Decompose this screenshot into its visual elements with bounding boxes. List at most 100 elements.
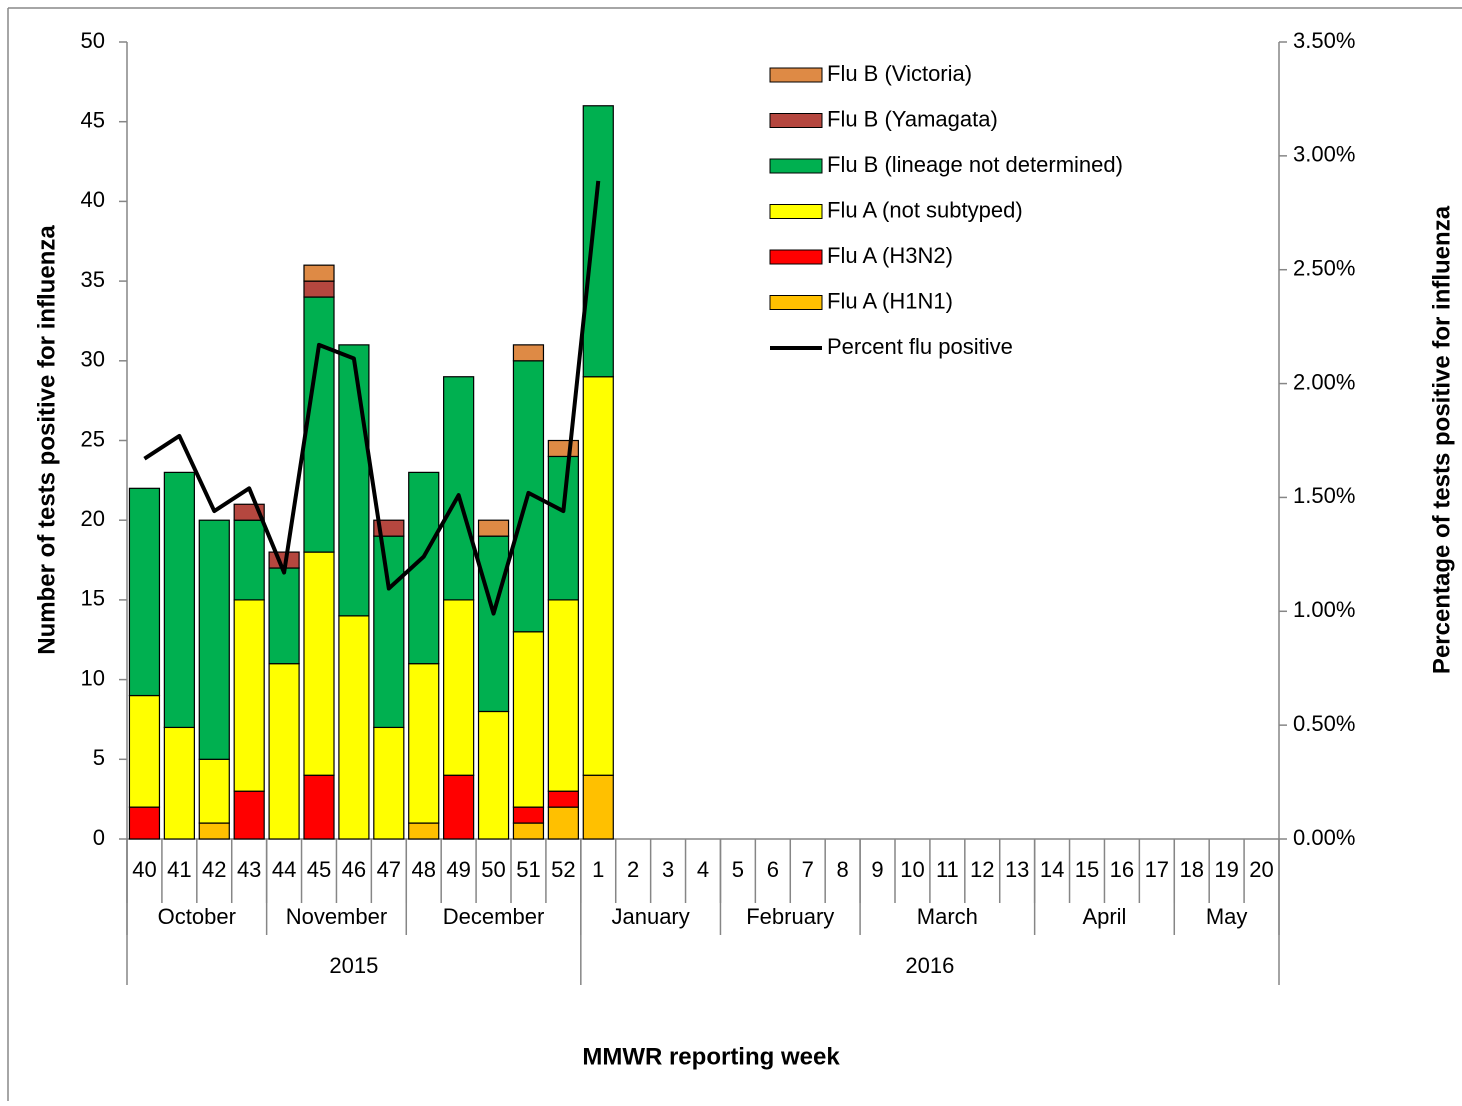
bar-segment — [373, 726, 405, 840]
x-tick-label: 2 — [627, 857, 639, 882]
month-label: January — [611, 904, 689, 929]
y-tick-label: 40 — [81, 187, 105, 212]
x-tick-label: 14 — [1040, 857, 1064, 882]
y2-axis-title: Percentage of tests positive for influen… — [1428, 205, 1455, 674]
bar-segment — [582, 105, 614, 378]
legend-swatch — [769, 158, 823, 174]
bar-segment — [512, 344, 545, 362]
bar-segment — [268, 663, 300, 840]
y2-tick-label: 2.00% — [1293, 369, 1355, 394]
bar-segment — [477, 710, 510, 840]
x-tick-label: 18 — [1179, 857, 1203, 882]
legend-label: Flu A (not subtyped) — [827, 197, 1023, 222]
bar-segment — [198, 822, 230, 840]
y-tick-label: 5 — [93, 745, 105, 770]
bar-segment — [198, 519, 230, 760]
x-tick-label: 4 — [697, 857, 709, 882]
bar-segment — [547, 806, 579, 840]
x-tick-label: 41 — [167, 857, 191, 882]
x-tick-label: 47 — [377, 857, 401, 882]
legend-label: Flu A (H1N1) — [827, 288, 953, 313]
bar-segment — [198, 758, 230, 824]
legend-label: Flu B (Yamagata) — [827, 106, 998, 131]
x-tick-label: 15 — [1075, 857, 1099, 882]
line-series — [143, 180, 601, 616]
legend-swatch — [769, 67, 823, 83]
x-tick-label: 46 — [342, 857, 366, 882]
x-tick-label: 20 — [1249, 857, 1273, 882]
y-tick-label: 45 — [81, 108, 105, 133]
x-tick-label: 7 — [802, 857, 814, 882]
x-tick-label: 17 — [1145, 857, 1169, 882]
y2-tick-label: 3.50% — [1293, 28, 1355, 53]
y-tick-label: 15 — [81, 586, 105, 611]
y-tick-label: 30 — [81, 347, 105, 372]
bar-segment — [268, 567, 300, 665]
x-tick-label: 5 — [732, 857, 744, 882]
legend-swatch — [769, 113, 823, 128]
bar-segment — [512, 806, 545, 824]
bar-segment — [582, 376, 614, 776]
x-tick-label: 3 — [662, 857, 674, 882]
bar-segment — [163, 726, 195, 840]
y-tick-label: 25 — [81, 426, 105, 451]
bar-segment — [303, 280, 335, 298]
x-tick-label: 9 — [871, 857, 883, 882]
bar-segment — [547, 455, 579, 601]
legend-label: Flu B (Victoria) — [827, 61, 972, 86]
month-label: April — [1082, 904, 1126, 929]
year-label: 2016 — [905, 953, 954, 978]
x-tick-label: 11 — [936, 857, 959, 882]
x-tick-label: 44 — [272, 857, 296, 882]
legend-label: Flu A (H3N2) — [827, 243, 953, 268]
x-tick-label: 19 — [1214, 857, 1238, 882]
bar-segment — [373, 535, 405, 729]
year-label: 2015 — [329, 953, 378, 978]
bar-segment — [338, 344, 370, 617]
y-tick-label: 20 — [81, 506, 105, 531]
bar-segment — [303, 551, 335, 776]
bar-segment — [512, 631, 545, 808]
x-axis-title: MMWR reporting week — [582, 1043, 840, 1070]
bar-segment — [443, 376, 475, 601]
bar-segment — [233, 790, 265, 840]
bar-segment — [477, 535, 510, 713]
y2-tick-label: 3.00% — [1293, 142, 1355, 167]
x-tick-label: 49 — [446, 857, 470, 882]
bar-segment — [443, 599, 475, 776]
y-tick-label: 10 — [81, 665, 105, 690]
y2-tick-label: 1.00% — [1293, 597, 1355, 622]
x-tick-label: 40 — [132, 857, 156, 882]
bar-segment — [233, 519, 265, 601]
x-tick-label: 10 — [900, 857, 924, 882]
legend-swatch — [769, 295, 823, 310]
bar-segment — [547, 599, 579, 792]
month-label: December — [443, 904, 544, 929]
legend-label: Flu B (lineage not determined) — [827, 152, 1123, 177]
x-tick-label: 51 — [516, 857, 540, 882]
bar-segment — [547, 439, 579, 458]
bar-segment — [303, 264, 335, 282]
x-tick-label: 50 — [481, 857, 505, 882]
bar-segment — [233, 599, 265, 792]
bar-segment — [547, 790, 579, 808]
x-tick-label: 8 — [837, 857, 849, 882]
bar-segment — [303, 296, 335, 553]
x-tick-label: 6 — [767, 857, 779, 882]
bar-segment — [512, 822, 545, 840]
y2-tick-label: 1.50% — [1293, 483, 1355, 508]
x-tick-label: 16 — [1110, 857, 1134, 882]
y-tick-label: 50 — [81, 28, 105, 53]
bar-segment — [408, 663, 440, 824]
bar-segment — [163, 471, 195, 729]
bar-segment — [443, 774, 475, 840]
x-tick-label: 45 — [307, 857, 331, 882]
bar-segment — [408, 822, 440, 840]
y-axis-title: Number of tests positive for influenza — [33, 225, 60, 655]
month-label: October — [158, 904, 236, 929]
legend-label: Percent flu positive — [827, 334, 1013, 359]
bar-segment — [128, 694, 161, 808]
x-tick-label: 13 — [1005, 857, 1029, 882]
x-tick-label: 43 — [237, 857, 261, 882]
